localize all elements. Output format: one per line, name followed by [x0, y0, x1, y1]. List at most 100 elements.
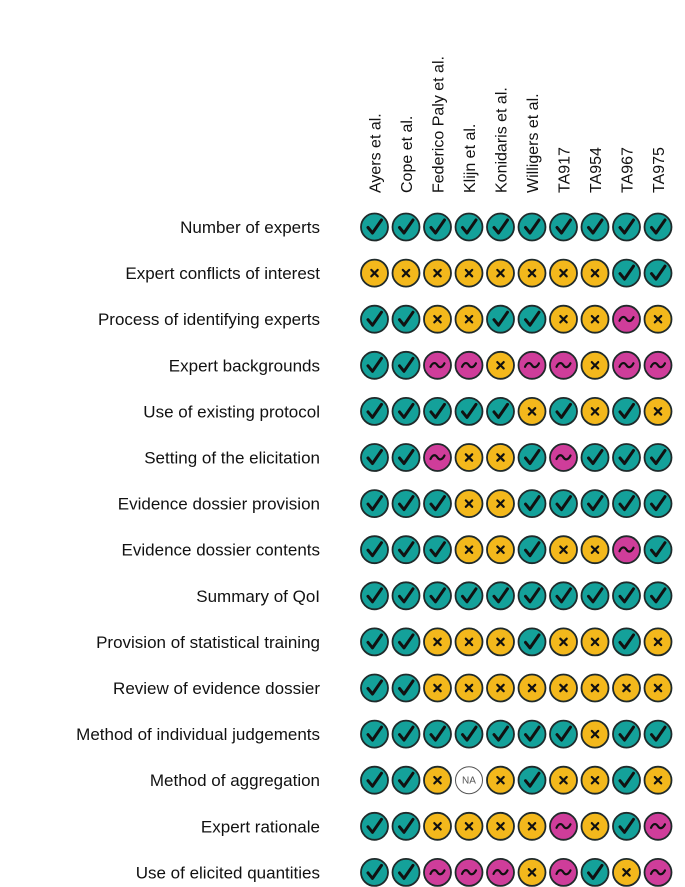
rating-cell-process-of-identifying-experts-cope-et-al [391, 304, 421, 334]
rating-circle [454, 396, 484, 426]
rating-cell-summary-of-qoi-konidaris-et-al [486, 581, 515, 611]
rating-circle [360, 350, 389, 380]
checkmark-icon [429, 495, 446, 512]
rating-cell-use-of-existing-protocol-ta975 [643, 396, 673, 426]
rating-cell-provision-of-statistical-training-ta975 [643, 627, 673, 657]
checkmark-icon [555, 402, 572, 419]
tilde-icon [429, 361, 446, 369]
checkmark-icon [524, 310, 541, 327]
rating-cell-expert-backgrounds-ta917 [549, 350, 578, 380]
checkmark-icon [461, 725, 478, 742]
checkmark-icon [650, 264, 667, 281]
checkmark-icon [398, 495, 415, 512]
cross-icon [653, 314, 663, 324]
rating-cell-process-of-identifying-experts-klijn-et-al [454, 304, 484, 334]
cross-icon [527, 868, 537, 877]
rating-cell-number-of-experts-klijn-et-al [454, 212, 484, 242]
rating-cell-expert-conflicts-of-interest-ta917 [549, 258, 578, 288]
rating-circle [517, 581, 547, 611]
rating-circle [643, 535, 673, 565]
row-label-use-of-existing-protocol: Use of existing protocol [143, 402, 320, 421]
rating-cell-summary-of-qoi-ayers-et-al [360, 581, 389, 611]
rating-cell-review-of-evidence-dossier-federico-paly-et-al [423, 673, 452, 703]
rating-cell-expert-rationale-cope-et-al [391, 811, 421, 841]
rating-circle [643, 212, 673, 242]
rating-cell-use-of-existing-protocol-willigers-et-al [517, 396, 547, 426]
rating-cell-summary-of-qoi-ta967 [612, 581, 641, 611]
rating-cell-method-of-individual-judgements-willigers-et-al [517, 719, 547, 749]
checkmark-icon [618, 771, 635, 788]
checkmark-icon [366, 218, 383, 235]
rating-cell-expert-conflicts-of-interest-willigers-et-al [517, 258, 547, 288]
tilde-icon [492, 869, 509, 876]
rating-cell-setting-of-the-elicitation-konidaris-et-al [486, 443, 515, 472]
rating-circle [360, 535, 389, 565]
checkmark-icon [587, 495, 604, 512]
rating-cell-process-of-identifying-experts-willigers-et-al [517, 304, 547, 334]
rating-cell-use-of-existing-protocol-klijn-et-al [454, 396, 484, 426]
rating-cell-expert-backgrounds-ta967 [612, 350, 641, 380]
rating-circle [391, 858, 421, 887]
rating-circle [580, 489, 610, 519]
rating-circle [391, 489, 421, 519]
cross-icon [370, 268, 379, 278]
cross-icon [496, 683, 505, 693]
cross-icon [496, 361, 505, 370]
checkmark-icon [366, 771, 383, 788]
rating-circle [517, 212, 547, 242]
rating-cell-evidence-dossier-contents-ta954 [580, 535, 610, 565]
rating-cell-evidence-dossier-contents-cope-et-al [391, 535, 421, 565]
checkmark-icon [524, 541, 541, 558]
rating-circle [580, 858, 610, 887]
row-labels: Number of experts Expert conflicts of int… [76, 218, 320, 882]
checkmark-icon [524, 218, 541, 235]
column-label-ta975: TA975 [651, 147, 668, 193]
checkmark-icon [650, 541, 667, 558]
checkmark-icon [618, 495, 635, 512]
cross-icon [464, 545, 474, 554]
row-label-setting-of-the-elicitation: Setting of the elicitation [144, 449, 320, 468]
checkmark-icon [398, 725, 415, 742]
rating-circle [391, 581, 421, 611]
rating-cell-process-of-identifying-experts-ayers-et-al [360, 304, 389, 334]
rating-cell-method-of-aggregation-ayers-et-al [360, 765, 389, 795]
checkmark-icon [524, 633, 541, 650]
rating-circle [486, 719, 515, 749]
cross-icon [590, 775, 600, 785]
rating-circle [517, 443, 547, 472]
rating-cell-evidence-dossier-provision-ayers-et-al [360, 489, 389, 519]
checkmark-icon [555, 587, 572, 604]
cross-icon [527, 407, 537, 416]
rating-circle [580, 212, 610, 242]
cross-icon [653, 637, 663, 647]
rating-cell-method-of-aggregation-willigers-et-al [517, 765, 547, 795]
rating-cell-expert-rationale-ta917 [549, 811, 578, 841]
cross-icon [464, 637, 474, 647]
row-label-use-of-elicited-quantities: Use of elicited quantities [136, 863, 320, 882]
tilde-icon [618, 546, 635, 553]
rating-cell-method-of-aggregation-ta954 [580, 765, 610, 795]
rating-circle [517, 304, 547, 334]
tilde-icon [555, 822, 572, 830]
checkmark-icon [492, 725, 509, 742]
rating-cell-setting-of-the-elicitation-federico-paly-et-al [423, 443, 452, 472]
checkmark-icon [524, 449, 541, 465]
rating-cell-expert-backgrounds-ta954 [580, 350, 610, 380]
rating-cell-expert-rationale-ta954 [580, 811, 610, 841]
rating-cell-summary-of-qoi-willigers-et-al [517, 581, 547, 611]
checkmark-icon [492, 218, 509, 235]
rating-circle [612, 627, 641, 657]
checkmark-icon [398, 402, 415, 419]
cross-icon [464, 314, 474, 324]
rating-cell-process-of-identifying-experts-konidaris-et-al [486, 304, 515, 334]
rating-circle [612, 258, 641, 288]
rating-cell-provision-of-statistical-training-ta967 [612, 627, 641, 657]
cross-icon [496, 822, 505, 831]
column-label-ta967: TA967 [620, 147, 637, 193]
rating-cell-use-of-elicited-quantities-ta917 [549, 858, 578, 887]
rating-cell-expert-conflicts-of-interest-ta967 [612, 258, 641, 288]
rating-cell-number-of-experts-federico-paly-et-al [423, 212, 452, 242]
checkmark-icon [587, 863, 604, 880]
rating-cell-evidence-dossier-provision-willigers-et-al [517, 489, 547, 519]
row-label-summary-of-qoi: Summary of QoI [196, 587, 320, 606]
